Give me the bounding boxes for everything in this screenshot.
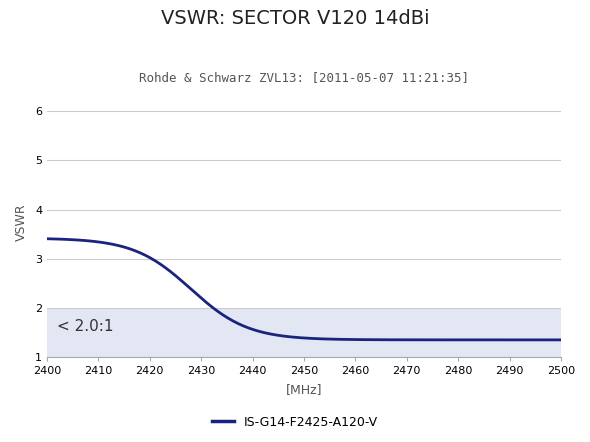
Bar — [47, 308, 561, 357]
Text: VSWR: SECTOR V120 14dBi: VSWR: SECTOR V120 14dBi — [160, 9, 430, 28]
Y-axis label: VSWR: VSWR — [15, 203, 28, 241]
Title: Rohde & Schwarz ZVL13: [2011-05-07 11:21:35]: Rohde & Schwarz ZVL13: [2011-05-07 11:21… — [139, 71, 469, 84]
Text: < 2.0:1: < 2.0:1 — [57, 319, 114, 334]
X-axis label: [MHz]: [MHz] — [286, 383, 322, 396]
Legend: IS-G14-F2425-A120-V: IS-G14-F2425-A120-V — [206, 411, 384, 434]
